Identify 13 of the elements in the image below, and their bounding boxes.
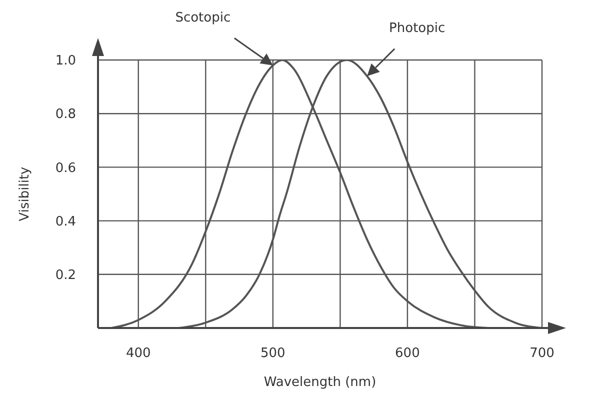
x-tick-label: 700 [530, 346, 554, 362]
x-axis-title: Wavelength (nm) [264, 375, 376, 390]
y-tick-label: 0.6 [55, 160, 76, 176]
text: Scotopic [175, 10, 231, 26]
x-tick-label: 600 [395, 346, 420, 362]
y-axis-title: Visibility [18, 166, 33, 222]
text: Photopic [389, 21, 446, 36]
x-tick-label: 400 [126, 346, 151, 362]
y-tick-label: 0.2 [55, 268, 76, 284]
x-tick-label: 500 [260, 346, 286, 362]
y-tick-label: 0.4 [55, 214, 76, 230]
y-tick-label: 1.0 [55, 54, 76, 69]
y-tick-label: 0.8 [55, 107, 76, 122]
